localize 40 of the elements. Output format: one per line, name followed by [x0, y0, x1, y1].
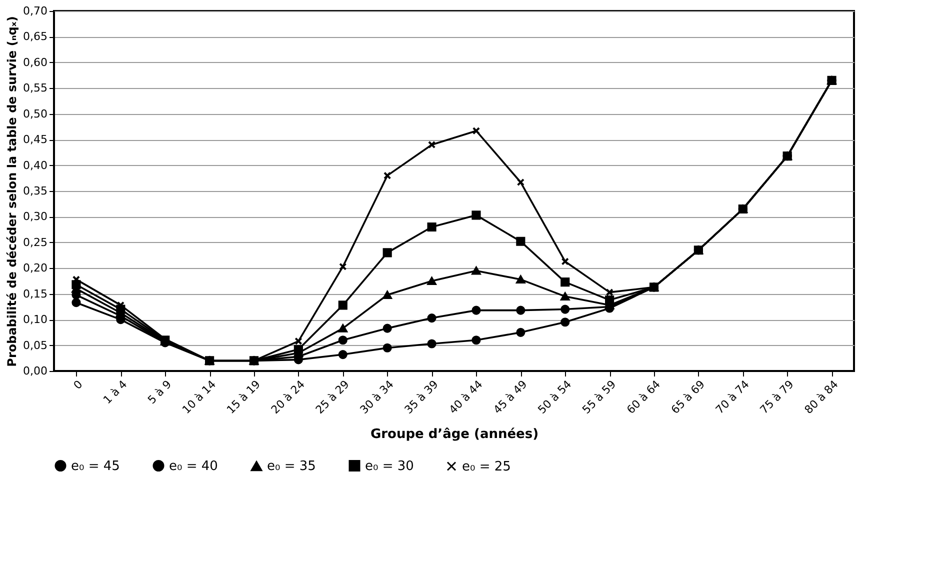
y-tick-label: 0,05: [23, 338, 48, 352]
legend-label: e₀ = 45: [71, 458, 120, 474]
x-tick-label: 40 à 44: [446, 378, 486, 416]
x-tick-label: 70 à 74: [713, 378, 752, 416]
legend-label: e₀ = 35: [267, 459, 316, 474]
x-tick-label: 35 à 39: [402, 378, 441, 416]
x-tick-label: 0: [71, 378, 86, 392]
x-tick-label: 80 à 84: [802, 378, 841, 416]
y-tick-label: 0,10: [23, 313, 48, 326]
y-axis-title: Probabilité de décéder selon la table de survie (ₙqₓ): [5, 16, 20, 367]
legend-label: e₀ = 30: [365, 458, 414, 474]
x-tick-label: 10 à 14: [180, 378, 219, 416]
y-tick-label: 0,70: [23, 4, 48, 18]
x-tick-label: 75 à 79: [758, 378, 796, 416]
x-tick-label: 65 à 69: [668, 378, 708, 416]
x-tick-label: 20 à 24: [268, 378, 308, 416]
legend-label: e₀ = 40: [169, 458, 218, 474]
y-tick-label: 0,35: [23, 184, 48, 198]
y-tick-label: 0,65: [23, 30, 48, 44]
x-tick-label: 1 à 4: [100, 378, 130, 407]
x-tick-label: 5 à 9: [145, 378, 174, 407]
y-tick-label: 0,15: [23, 287, 48, 300]
y-tick-label: 0,25: [23, 236, 48, 249]
x-tick-label: 25 à 29: [313, 378, 352, 416]
x-tick-label: 45 à 49: [490, 378, 530, 416]
y-tick-label: 0,50: [23, 107, 48, 120]
x-tick-label: 30 à 34: [358, 378, 396, 416]
x-tick-label: 60 à 64: [624, 378, 663, 416]
y-tick-label: 0,55: [23, 82, 48, 95]
y-tick-label: 0,40: [23, 158, 48, 172]
x-tick-label: 50 à 54: [535, 378, 574, 416]
y-tick-label: 0,20: [23, 262, 48, 275]
legend-label: e₀ = 25: [462, 459, 511, 474]
y-tick-label: 0,60: [23, 56, 48, 69]
x-tick-label: 15 à 19: [224, 378, 263, 416]
x-axis-title: Groupe d’âge (années): [370, 426, 539, 442]
x-tick-label: 55 à 59: [580, 378, 619, 416]
y-tick-label: 0,45: [23, 133, 48, 146]
y-tick-label: 0,00: [23, 364, 48, 378]
y-tick-label: 0,30: [23, 210, 48, 224]
